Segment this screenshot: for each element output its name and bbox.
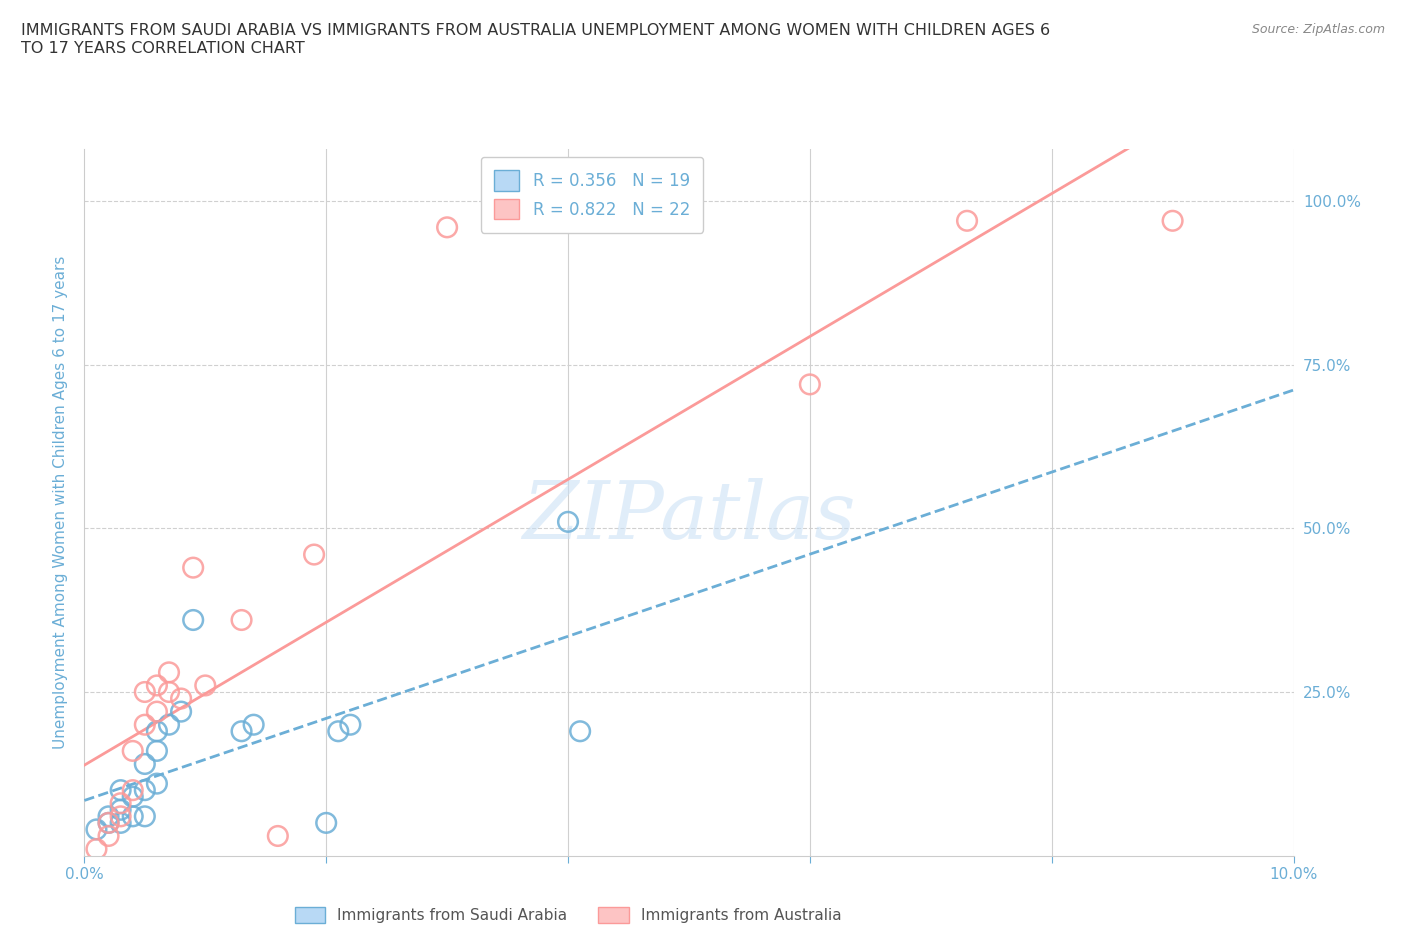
Point xyxy=(121,790,143,804)
Point xyxy=(134,684,156,699)
Point xyxy=(799,377,821,392)
Point xyxy=(97,829,120,844)
Point xyxy=(134,809,156,824)
Point xyxy=(134,756,156,771)
Point xyxy=(134,783,156,798)
Point xyxy=(97,816,120,830)
Point xyxy=(302,547,325,562)
Point xyxy=(97,816,120,830)
Point xyxy=(181,613,204,628)
Point xyxy=(110,803,132,817)
Legend: Immigrants from Saudi Arabia, Immigrants from Australia: Immigrants from Saudi Arabia, Immigrants… xyxy=(288,901,848,929)
Point xyxy=(97,809,120,824)
Point xyxy=(170,704,193,719)
Point xyxy=(110,816,132,830)
Point xyxy=(339,717,361,732)
Point xyxy=(267,829,290,844)
Point xyxy=(134,717,156,732)
Y-axis label: Unemployment Among Women with Children Ages 6 to 17 years: Unemployment Among Women with Children A… xyxy=(53,256,69,749)
Text: IMMIGRANTS FROM SAUDI ARABIA VS IMMIGRANTS FROM AUSTRALIA UNEMPLOYMENT AMONG WOM: IMMIGRANTS FROM SAUDI ARABIA VS IMMIGRAN… xyxy=(21,23,1050,56)
Point xyxy=(1161,213,1184,228)
Point xyxy=(557,514,579,529)
Point xyxy=(86,822,108,837)
Point xyxy=(146,704,169,719)
Point xyxy=(146,724,169,738)
Point xyxy=(181,560,204,575)
Point xyxy=(569,724,592,738)
Point xyxy=(231,724,253,738)
Point xyxy=(956,213,979,228)
Point xyxy=(157,717,180,732)
Point xyxy=(315,816,337,830)
Point xyxy=(110,809,132,824)
Point xyxy=(121,809,143,824)
Point xyxy=(170,691,193,706)
Point xyxy=(231,613,253,628)
Point xyxy=(194,678,217,693)
Text: Source: ZipAtlas.com: Source: ZipAtlas.com xyxy=(1251,23,1385,36)
Point xyxy=(110,783,132,798)
Point xyxy=(146,678,169,693)
Point xyxy=(436,219,458,234)
Point xyxy=(110,796,132,811)
Point xyxy=(146,777,169,791)
Point xyxy=(86,842,108,857)
Text: ZIPatlas: ZIPatlas xyxy=(522,478,856,555)
Point xyxy=(242,717,264,732)
Point xyxy=(157,665,180,680)
Point xyxy=(121,743,143,758)
Point xyxy=(328,724,350,738)
Point xyxy=(157,684,180,699)
Point xyxy=(121,783,143,798)
Point xyxy=(146,743,169,758)
